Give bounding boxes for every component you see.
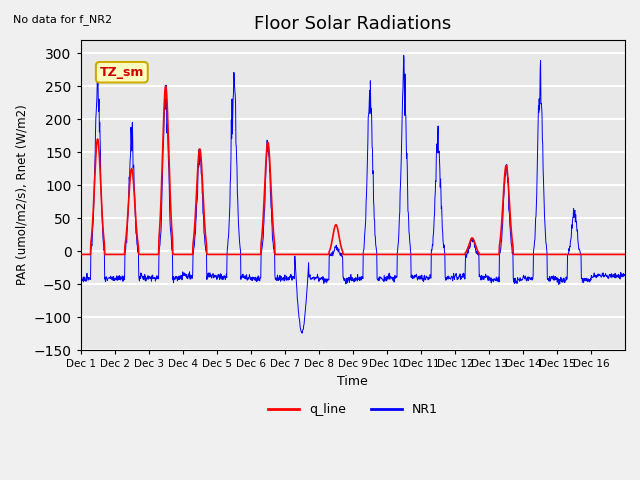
Title: Floor Solar Radiations: Floor Solar Radiations [254, 15, 451, 33]
Legend: q_line, NR1: q_line, NR1 [262, 398, 443, 421]
Text: TZ_sm: TZ_sm [100, 66, 144, 79]
Text: No data for f_NR2: No data for f_NR2 [13, 14, 112, 25]
Y-axis label: PAR (umol/m2/s), Rnet (W/m2): PAR (umol/m2/s), Rnet (W/m2) [15, 105, 28, 286]
X-axis label: Time: Time [337, 374, 368, 388]
